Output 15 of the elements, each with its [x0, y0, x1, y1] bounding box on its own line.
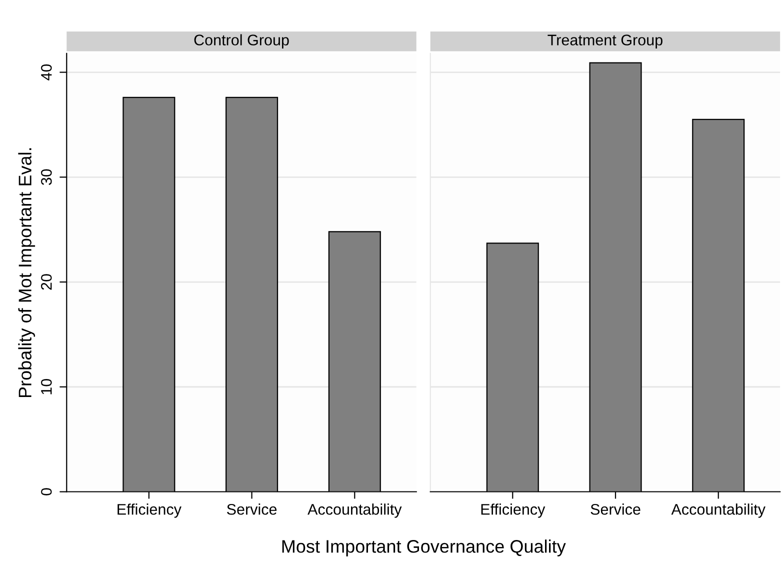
x-tick-label: Accountability — [308, 504, 402, 518]
x-tick-label: Service — [590, 504, 640, 515]
y-tick-label: 20 — [40, 274, 52, 290]
y-tick-label: 40 — [40, 64, 52, 80]
x-axis-title: Most Important Governance Quality — [282, 540, 566, 556]
chart-title: Treatment Group — [548, 34, 662, 48]
x-tick-label: Service — [227, 504, 277, 515]
x-tick-label: Efficiency — [118, 504, 182, 518]
y-tick-label: 30 — [40, 169, 52, 186]
y-axis-title: Probality of Mot Important Eval. — [18, 148, 36, 398]
x-tick-label: Accountability — [671, 504, 766, 518]
chart-title: Control Group — [194, 34, 289, 48]
y-tick-label: 10 — [40, 378, 52, 394]
y-tick-label: 0 — [40, 488, 52, 496]
x-tick-label: Efficiency — [481, 504, 546, 518]
